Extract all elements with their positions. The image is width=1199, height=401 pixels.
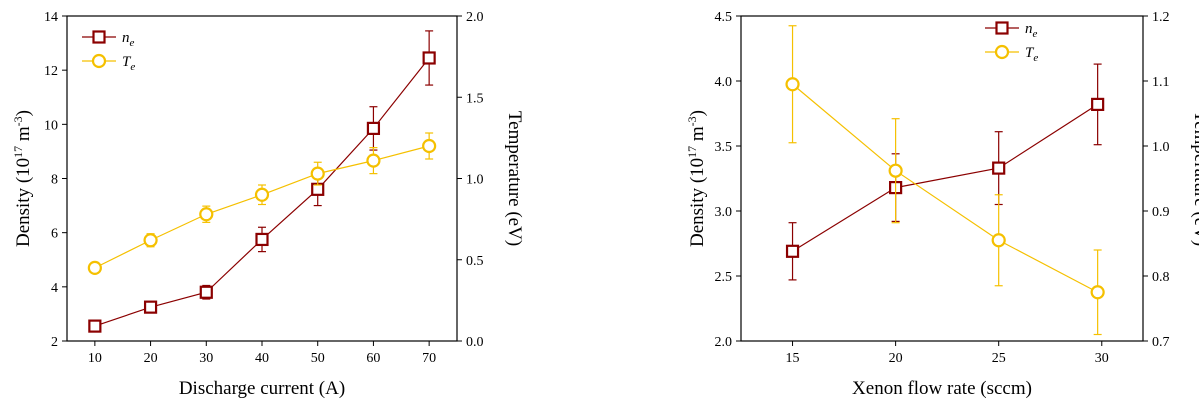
data-point-ne [1091, 97, 1105, 112]
y-right-tick-label: 1.5 [466, 91, 484, 106]
data-point-te [310, 166, 325, 181]
legend-label-main: n [1025, 21, 1033, 37]
data-point-te [888, 163, 903, 178]
y-right-tick-label: 1.0 [466, 173, 484, 188]
legend-label-sub: e [130, 61, 135, 73]
data-point-ne [366, 121, 381, 135]
y-left-title-suffix: ) [13, 110, 34, 116]
series-line-te [792, 83, 1098, 293]
y-left-title-prefix: Density (10 [687, 158, 708, 247]
x-axis-title: Discharge current (A) [179, 378, 345, 399]
x-tick-label: 60 [366, 351, 380, 366]
x-axis-title: Xenon flow rate (sccm) [852, 378, 1032, 399]
y-left-tick-label: 2 [51, 335, 58, 350]
legend-label-ne: ne [122, 30, 135, 49]
x-tick-label: 30 [199, 351, 213, 366]
y-right-tick-label: 0.0 [466, 335, 484, 350]
series-ne [785, 63, 1105, 281]
y-left-tick-label: 6 [51, 227, 58, 242]
data-point-ne [143, 300, 158, 314]
y-left-tick-label: 12 [44, 64, 58, 79]
legend-label-ne: ne [1025, 21, 1038, 40]
x-tick-label: 20 [889, 351, 903, 366]
x-tick-label: 25 [992, 351, 1006, 366]
y-right-axis-title: Temperature (eV) [504, 111, 525, 246]
y-left-tick-label: 4.5 [715, 10, 733, 25]
data-point-ne [255, 232, 269, 247]
y-left-axis-title: Density (1017 m-3) [11, 110, 34, 247]
y-right-tick-label: 0.8 [1152, 270, 1170, 285]
y-left-title-prefix: Density (10 [13, 158, 34, 247]
y-left-tick-label: 2.0 [715, 335, 733, 350]
y-right-tick-label: 0.7 [1152, 335, 1170, 350]
data-point-te [254, 187, 270, 202]
y-right-tick-label: 0.5 [466, 254, 484, 269]
data-point-ne [992, 161, 1006, 175]
x-tick-label: 30 [1095, 351, 1109, 366]
x-tick-label: 70 [422, 351, 436, 366]
series-te [785, 25, 1105, 336]
y-left-tick-label: 8 [51, 173, 58, 188]
legend-label-te: Te [1025, 45, 1038, 64]
legend-label-main: T [1025, 45, 1035, 61]
x-tick-label: 15 [786, 351, 800, 366]
legend-marker-te [994, 44, 1010, 60]
data-point-ne [422, 51, 436, 65]
y-left-tick-label: 4 [51, 281, 58, 296]
x-tick-label: 50 [311, 351, 325, 366]
legend-label-sub: e [1033, 52, 1038, 64]
legend-label-main: n [122, 30, 130, 46]
series-line-ne [792, 103, 1098, 252]
data-point-ne [88, 319, 102, 333]
chart-1: 10 20 30 40 50 60 70 2 4 6 8 10 12 14 0.0 0.5 1.0 1.5 2.0 D… [11, 10, 525, 399]
chart-2: 15 20 25 30 2.0 2.5 3.0 3.5 4.0 4.5 0.7 0.8 0.9 1.0 1.… [685, 10, 1199, 399]
y-left-title-exp2: -3 [685, 116, 699, 126]
data-point-te [199, 207, 214, 222]
legend-label-te: Te [122, 54, 135, 73]
y-left-title-exp1: 17 [11, 146, 25, 158]
y-right-tick-label: 2.0 [466, 10, 484, 25]
data-point-te [143, 233, 158, 248]
y-left-title-suffix: ) [687, 110, 708, 116]
data-point-te [87, 260, 102, 275]
y-left-tick-label: 4.0 [715, 75, 733, 90]
data-point-te [1090, 285, 1105, 300]
data-point-te [785, 77, 800, 92]
y-left-axis-title: Density (1017 m-3) [685, 110, 708, 247]
legend-marker-te [91, 53, 107, 69]
y-left-tick-label: 14 [44, 10, 58, 25]
x-tick-label: 20 [144, 351, 158, 366]
y-left-tick-label: 3.0 [715, 205, 733, 220]
y-left-tick-label: 10 [44, 118, 58, 133]
data-point-ne [785, 244, 800, 258]
series-te [87, 132, 437, 275]
y-left-title-exp2: -3 [11, 116, 25, 126]
y-left-tick-label: 2.5 [715, 270, 733, 285]
y-right-tick-label: 1.0 [1152, 140, 1170, 155]
legend-label-sub: e [130, 37, 135, 49]
series-ne [88, 30, 436, 333]
data-point-te [422, 138, 437, 154]
y-right-tick-label: 1.1 [1152, 75, 1170, 90]
legend-marker-ne [995, 21, 1009, 35]
legend-marker-ne [92, 30, 106, 44]
data-point-te [366, 153, 381, 168]
y-left-title-exp1: 17 [685, 146, 699, 158]
data-point-ne [199, 285, 213, 299]
data-point-te [991, 233, 1006, 248]
legend-label-main: T [122, 54, 132, 70]
x-tick-label: 10 [88, 351, 102, 366]
x-tick-label: 40 [255, 351, 269, 366]
y-right-tick-label: 1.2 [1152, 10, 1170, 25]
y-left-title-mid: m [13, 126, 34, 146]
y-right-tick-label: 0.9 [1152, 205, 1170, 220]
plot-frame [740, 15, 1144, 342]
y-left-title-mid: m [687, 126, 708, 146]
legend-label-sub: e [1033, 28, 1038, 40]
y-right-axis-title: Temperature (eV) [1190, 111, 1199, 246]
y-left-tick-label: 3.5 [715, 140, 733, 155]
